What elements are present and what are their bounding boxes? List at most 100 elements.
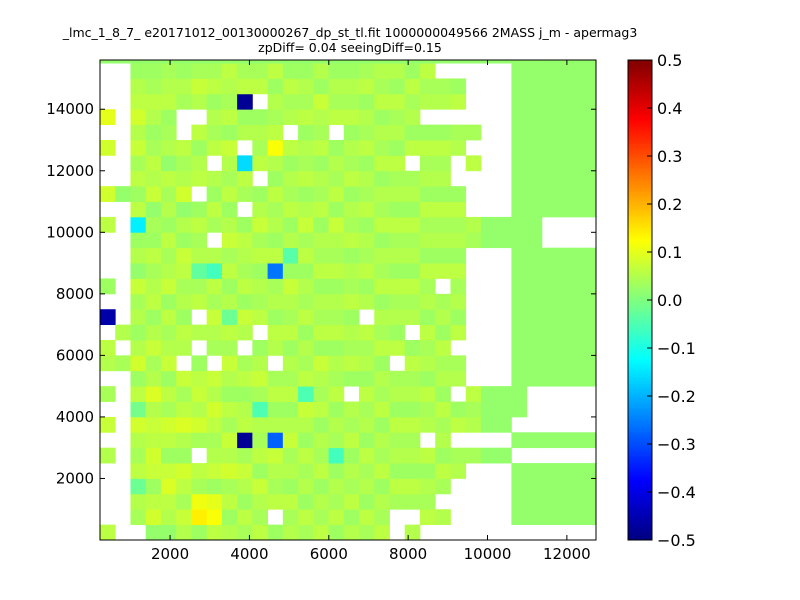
heatmap-cell	[526, 63, 543, 79]
heatmap-cell	[359, 493, 375, 510]
heatmap-cell	[206, 493, 223, 510]
heatmap-cell	[359, 355, 375, 372]
heatmap-cell	[343, 309, 360, 326]
heatmap-cell	[328, 355, 345, 372]
heatmap-cell	[176, 170, 192, 187]
heatmap-cell	[359, 170, 375, 187]
heatmap-cell	[206, 524, 223, 541]
heatmap-cell	[145, 78, 162, 95]
heatmap-cell	[206, 247, 223, 264]
heatmap-cell	[313, 509, 329, 526]
heatmap-cell	[130, 432, 147, 449]
heatmap-cell	[343, 78, 360, 95]
heatmap-cell	[389, 324, 406, 341]
heatmap-cell	[435, 355, 451, 372]
heatmap-cell	[252, 309, 269, 326]
heatmap-cell	[282, 93, 299, 110]
heatmap-cell	[252, 370, 269, 387]
heatmap-cell	[587, 324, 597, 341]
heatmap-cell	[313, 524, 329, 541]
colorbar-segment	[628, 96, 652, 99]
heatmap-cell	[343, 509, 360, 526]
heatmap-cell	[130, 232, 147, 249]
heatmap-cell	[450, 60, 467, 64]
colorbar-segment	[628, 139, 652, 143]
colorbar-segment	[628, 237, 652, 241]
heatmap-cell	[145, 478, 162, 495]
heatmap-cell	[267, 60, 284, 64]
heatmap-cell	[572, 247, 588, 264]
heatmap-cell	[145, 124, 162, 141]
heatmap-cell	[450, 309, 467, 326]
colorbar-segment	[628, 153, 652, 157]
heatmap-cell	[267, 386, 284, 402]
heatmap-cell	[389, 432, 406, 449]
heatmap-cell	[404, 78, 421, 95]
colorbar-segment	[628, 117, 652, 121]
heatmap-cell	[298, 416, 314, 433]
colorbar-segment	[628, 182, 652, 186]
colorbar-segment	[628, 307, 652, 311]
colorbar-segment	[628, 103, 652, 107]
heatmap-cell	[298, 340, 314, 356]
heatmap-cell	[511, 247, 528, 264]
heatmap-cell	[526, 186, 543, 202]
heatmap-cell	[313, 355, 329, 372]
heatmap-cell	[313, 309, 329, 326]
colorbar-segment	[628, 177, 652, 181]
heatmap-cell	[130, 463, 147, 479]
heatmap-cell	[480, 386, 497, 402]
heatmap-cell	[511, 340, 528, 356]
heatmap-cell	[511, 370, 528, 387]
heatmap-cell	[176, 401, 192, 418]
heatmap-cell	[404, 463, 421, 479]
heatmap-cell	[343, 60, 360, 64]
heatmap-cell	[206, 432, 223, 449]
heatmap-cell	[282, 340, 299, 356]
heatmap-cell	[221, 140, 238, 156]
heatmap-cell	[374, 155, 390, 172]
heatmap-cell	[313, 247, 329, 264]
colorbar-segment	[628, 444, 652, 447]
heatmap-cell	[267, 524, 284, 541]
heatmap-cell	[374, 124, 390, 141]
heatmap-cell	[115, 355, 131, 372]
heatmap-cell	[145, 93, 162, 110]
heatmap-cell	[176, 78, 192, 95]
heatmap-cell	[419, 78, 436, 95]
heatmap-cell	[511, 463, 528, 479]
heatmap-cell	[130, 263, 147, 279]
heatmap-cell	[419, 63, 436, 79]
colorbar-segment	[628, 494, 652, 498]
heatmap-cell	[328, 478, 345, 495]
heatmap-cell	[267, 463, 284, 479]
heatmap-cell	[191, 124, 208, 141]
heatmap-cell	[130, 93, 147, 110]
heatmap-cell	[313, 93, 329, 110]
heatmap-cell	[526, 278, 543, 295]
heatmap-cell	[419, 186, 436, 202]
heatmap-cell	[282, 78, 299, 95]
colorbar-segment	[628, 136, 652, 140]
heatmap-cell	[496, 60, 512, 64]
heatmap-cell	[328, 447, 345, 464]
heatmap-cell	[130, 63, 147, 79]
heatmap-cell	[359, 463, 375, 479]
colorbar-tick-label: 0.0	[657, 291, 682, 310]
heatmap-cell	[587, 186, 597, 202]
heatmap-cell	[587, 355, 597, 372]
heatmap-cell	[145, 278, 162, 295]
heatmap-cell	[237, 93, 253, 110]
heatmap-cell	[298, 247, 314, 264]
heatmap-cell	[389, 78, 406, 95]
colorbar-segment	[628, 187, 652, 191]
colorbar-segment	[628, 60, 652, 63]
colorbar-segment	[628, 384, 652, 387]
colorbar-segment	[628, 523, 652, 527]
heatmap-cell	[480, 401, 497, 418]
heatmap-cell	[252, 432, 269, 449]
heatmap-cell	[389, 109, 406, 126]
heatmap-cell	[298, 355, 314, 372]
heatmap-cell	[435, 309, 451, 326]
colorbar-segment	[628, 266, 652, 270]
